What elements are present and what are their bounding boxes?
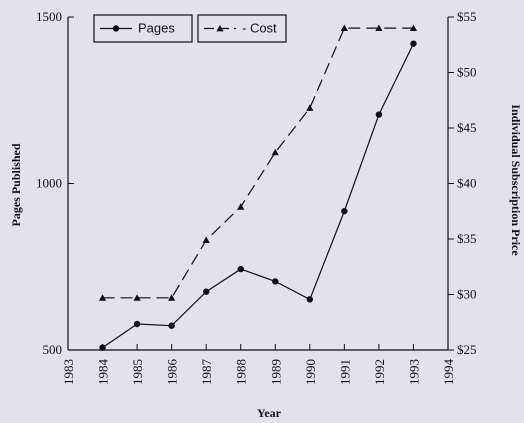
left-axis-tick-label: 500 (43, 342, 63, 357)
pages-data-point (410, 40, 417, 47)
pages-data-point (133, 320, 141, 328)
x-axis-tick-label: 1988 (234, 359, 249, 385)
legend-entry-pages-marker (112, 25, 120, 32)
legend-entry-pages-label: Pages (138, 21, 175, 36)
right-axis-tick-label: $50 (457, 65, 477, 80)
right-axis-tick-label: $40 (457, 176, 477, 191)
right-axis-tick-label: $55 (457, 9, 477, 24)
cost-data-point (340, 24, 348, 31)
left-y-axis: 500 1000 1500 (36, 9, 74, 357)
left-axis-tick-label: 1500 (36, 9, 62, 24)
pages-data-point (99, 344, 106, 351)
cost-series-line (102, 27, 414, 299)
x-axis-tick-label: 1984 (96, 359, 111, 386)
series-layer (98, 24, 418, 351)
pages-data-point (237, 265, 244, 273)
right-axis-title: Individual Subscription Price (509, 104, 523, 256)
legend-entry-pages-box (93, 14, 193, 43)
right-axis-tick-label: $35 (457, 231, 477, 246)
pages-data-point (272, 278, 279, 285)
legend-entry-cost-box (197, 14, 287, 43)
right-axis-tick-label: $25 (457, 342, 477, 357)
pages-data-point (168, 322, 175, 329)
x-axis-tick-label: 1989 (268, 359, 283, 385)
x-axis-title: Year (257, 406, 282, 420)
pages-data-point (202, 288, 210, 295)
cost-data-point (133, 294, 141, 301)
cost-data-point (409, 24, 418, 31)
right-axis-tick-label: $30 (457, 287, 477, 302)
left-axis-title: Pages Published (9, 143, 23, 226)
pages-series-line (102, 43, 414, 349)
legend-entry-cost-marker (216, 24, 224, 32)
cost-data-point (98, 294, 107, 301)
x-axis-tick-label: 1993 (406, 359, 421, 385)
cost-data-point (375, 24, 383, 31)
cost-data-point (202, 236, 210, 243)
x-axis-tick-label: 1983 (61, 359, 76, 385)
x-axis-tick-label: 1986 (165, 359, 180, 386)
cost-data-point (306, 104, 314, 111)
x-axis-tick-label: 1987 (199, 359, 214, 386)
cost-data-point (237, 203, 245, 210)
x-axis-tick-label: 1994 (441, 359, 456, 386)
cost-data-point (168, 294, 176, 301)
x-axis-tick-label: 1992 (372, 359, 387, 385)
legend-entry-cost-label: - Cost (242, 21, 277, 36)
x-axis-tick-label: 1985 (130, 359, 145, 385)
cost-data-point (271, 148, 279, 156)
x-axis-tick-label: 1991 (337, 359, 352, 385)
right-y-axis: $25 $30 $35 $40 $45 $50 $55 (448, 9, 477, 357)
x-axis: 1983 1984 1985 1986 1987 1988 1989 1990 1991 1992… (61, 344, 456, 385)
pages-data-point (341, 207, 348, 215)
pages-data-point (375, 111, 383, 118)
pages-data-point (306, 296, 314, 303)
plot-frame (67, 17, 449, 351)
legend: Pages - Cost (93, 14, 287, 43)
left-axis-tick-label: 1000 (36, 176, 62, 191)
x-axis-tick-label: 1990 (303, 359, 318, 385)
right-axis-tick-label: $45 (457, 120, 477, 135)
